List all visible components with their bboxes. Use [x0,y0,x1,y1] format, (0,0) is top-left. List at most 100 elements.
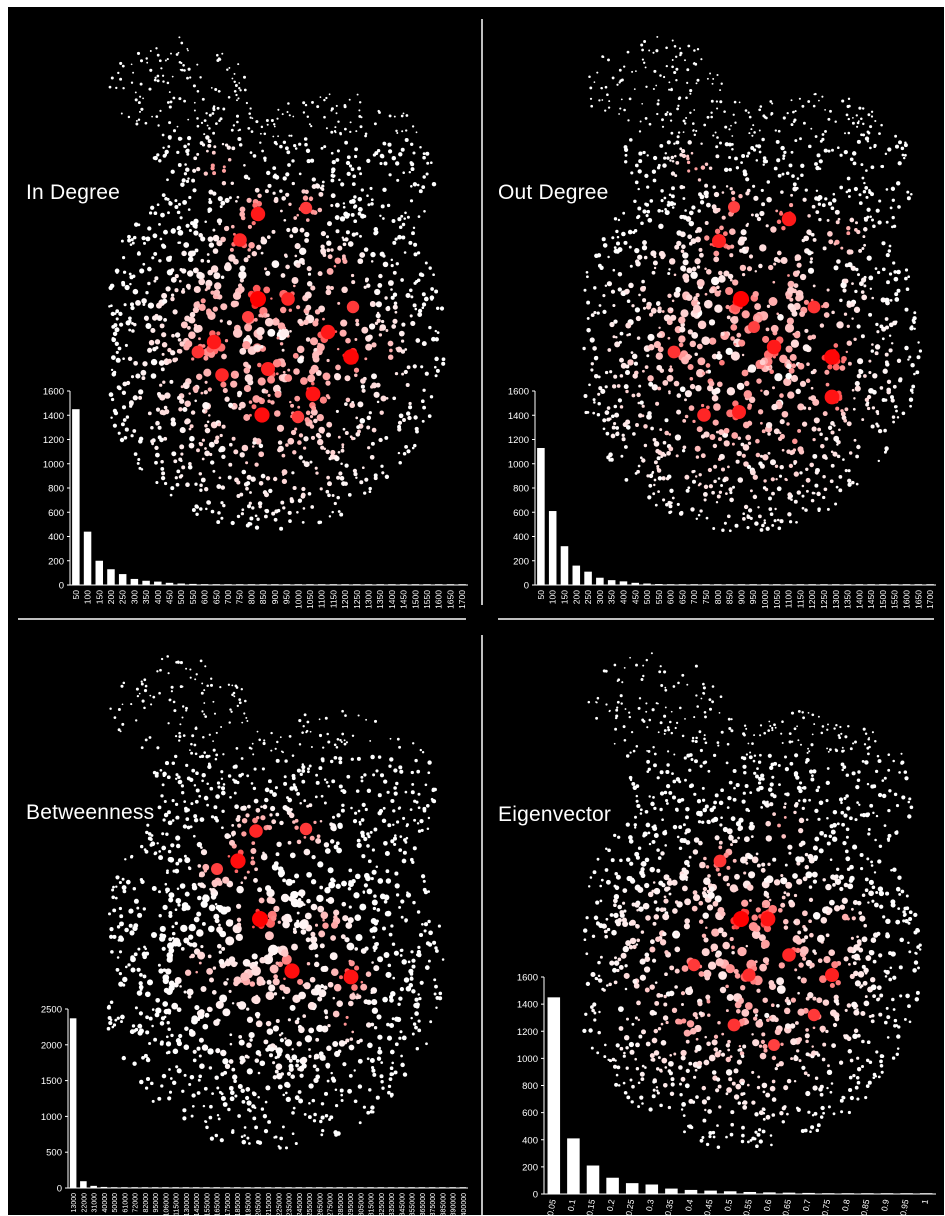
bar [643,583,651,585]
bar [182,1187,190,1188]
bar [631,582,640,585]
x-tick-label: 295000 [348,1193,355,1215]
y-tick-label: 600 [513,508,529,519]
bar [142,580,150,585]
bar [690,584,698,585]
bar [377,1187,385,1188]
bar [259,584,267,585]
panel-eigenvector: Eigenvector 0 200 400 600 800 1000 1200 1400 160… [484,625,944,1215]
bar [154,581,162,585]
x-tick-label: 0.95 [898,1198,911,1215]
x-tick-label: 1650 [913,590,923,609]
x-tick-label: 900 [736,590,746,604]
bar [625,1183,639,1194]
y-tick-label: 1000 [41,1112,62,1123]
x-tick-label: 800 [246,590,256,604]
x-tick-label: 1 [919,1198,930,1205]
bar [843,584,852,585]
bar [254,1187,262,1188]
y-tick-label: 200 [48,556,64,567]
bar [90,1185,97,1188]
bar [665,1188,678,1194]
bar [867,584,875,585]
x-tick-label: 1300 [831,590,841,609]
bar [645,1184,659,1194]
bar [761,584,769,585]
bar [399,584,408,585]
x-tick-label: 255000 [307,1193,314,1215]
x-tick-label: 1700 [457,590,467,609]
bar [141,1187,149,1188]
x-tick-label: 185000 [235,1193,242,1215]
x-tick-label: 50 [536,590,546,600]
bar [353,584,361,585]
x-tick-label: 165000 [215,1193,222,1215]
x-tick-label: 0.6 [761,1198,773,1212]
bar [235,584,244,585]
y-tick-label: 400 [513,532,529,543]
bar [200,584,209,585]
x-tick-label: 31000 [92,1193,99,1213]
bar [666,584,675,585]
y-tick-label: 800 [513,484,529,495]
bar [684,1189,698,1194]
x-tick-label: 355000 [410,1193,417,1215]
x-tick-label: 300 [595,590,605,604]
x-tick-label: 285000 [338,1193,345,1215]
x-tick-label: 100 [83,590,93,604]
network-graph-out-degree [582,35,923,533]
x-tick-label: 0.4 [683,1198,695,1212]
vertical-divider-bottom [481,635,483,1215]
x-tick-label: 235000 [287,1193,294,1215]
bar [702,584,710,585]
bar [305,1187,313,1188]
bar [926,584,934,585]
bar [336,1187,344,1188]
chart-title-betweenness: Betweenness [26,801,155,824]
chart-title-out-degree: Out Degree [498,181,609,204]
bar [264,1187,272,1188]
bar [446,584,455,585]
bar [861,1193,874,1194]
y-tick-label: 1600 [517,973,538,984]
bar [107,569,115,585]
bar [784,584,793,585]
bar [233,1187,241,1188]
bar [110,1187,118,1188]
x-tick-label: 305000 [358,1193,365,1215]
bar [244,1187,251,1188]
x-tick-label: 500 [176,590,186,604]
x-tick-label: 850 [725,590,735,604]
bar [586,1165,600,1194]
bar [547,997,561,1194]
x-tick-label: 315000 [369,1193,376,1215]
x-tick-label: 850 [258,590,268,604]
bar [902,584,911,585]
bar [271,584,279,585]
x-tick-label: 1650 [445,590,455,609]
bar [274,1187,282,1188]
x-tick-label: 600 [666,590,676,604]
bar [567,1138,580,1194]
x-tick-label: 375000 [430,1193,437,1215]
x-tick-label: 95000 [153,1193,160,1213]
bar [316,1187,323,1188]
x-tick-label: 195000 [246,1193,253,1215]
x-tick-label: 350 [607,590,617,604]
bar [203,1187,210,1188]
bar [841,1193,855,1194]
y-tick-label: 1400 [508,411,529,422]
x-tick-label: 0.65 [780,1198,793,1215]
y-tick-label: 400 [48,532,64,543]
bar [880,1193,894,1194]
x-tick-label: 950 [748,590,758,604]
y-tick-label: 1000 [517,1054,538,1065]
x-tick-label: 175000 [225,1193,232,1215]
x-tick-label: 100 [548,590,558,604]
x-tick-label: 106000 [163,1193,170,1215]
bar [95,560,104,585]
bar [723,1191,737,1194]
panel-out-degree: Out Degree 0 200 400 600 800 1000 1200 1400 1600… [484,7,944,611]
bar [388,584,396,585]
